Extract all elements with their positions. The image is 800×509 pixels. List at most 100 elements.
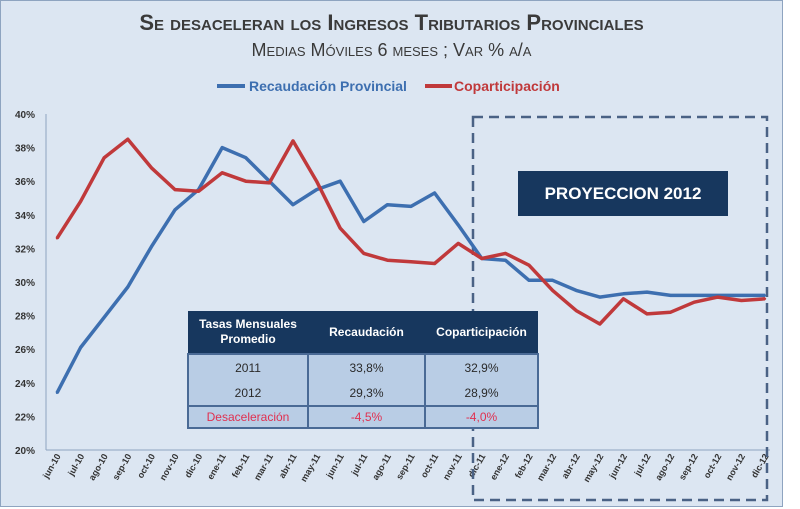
data-point: [527, 264, 531, 267]
x-tick-label: jul-11: [349, 452, 370, 478]
table-cell: -4,5%: [307, 405, 426, 429]
data-point: [221, 171, 224, 174]
data-point: [362, 252, 365, 255]
table-cell: -4,0%: [424, 405, 539, 429]
data-point: [598, 322, 601, 326]
table-row: 2012 29,3% 28,9%: [187, 380, 539, 407]
data-point: [716, 295, 719, 299]
y-tick-label: 24%: [15, 379, 35, 390]
data-point: [339, 180, 342, 183]
x-tick-label: sep-12: [677, 452, 700, 482]
x-tick-label: jul-10: [65, 452, 86, 478]
table-cell: 29,3%: [307, 380, 426, 407]
x-tick-label: nov-10: [158, 452, 181, 482]
x-tick-label: jun-10: [40, 452, 62, 481]
data-point: [315, 188, 318, 191]
table-cell: Desaceleración: [187, 405, 309, 429]
x-tick-label: sep-11: [394, 452, 417, 481]
data-point: [763, 297, 767, 300]
data-point: [457, 242, 460, 245]
y-tick-label: 30%: [15, 278, 35, 289]
x-tick-label: oct-10: [135, 452, 157, 480]
data-point: [622, 292, 625, 295]
x-tick-label: feb-12: [513, 452, 535, 480]
y-tick-label: 32%: [15, 244, 35, 255]
data-point: [103, 156, 106, 159]
x-tick-label: jun-12: [607, 452, 629, 481]
x-tick-label: mar-11: [252, 452, 275, 482]
data-point: [669, 311, 672, 314]
data-point: [150, 245, 153, 248]
x-tick-label: sep-10: [111, 452, 134, 482]
data-point: [693, 294, 696, 297]
data-point: [409, 260, 413, 264]
data-point: [173, 208, 177, 211]
data-point: [504, 252, 507, 255]
chart-title: Se desaceleran los Ingresos Tributarios …: [139, 10, 644, 35]
x-tick-label: may-12: [581, 452, 605, 484]
x-tick-label: feb-11: [230, 452, 252, 480]
data-point: [480, 257, 483, 260]
data-point: [315, 180, 318, 183]
data-point: [79, 200, 82, 203]
table-header-cell: Recaudación: [308, 311, 425, 354]
y-tick-label: 26%: [15, 345, 35, 356]
x-tick-label: jun-11: [324, 452, 346, 480]
x-tick-label: ago-10: [87, 452, 110, 482]
projection-label: PROYECCION 2012: [518, 171, 728, 216]
x-tick-label: dic-10: [183, 452, 205, 480]
x-tick-label: nov-11: [441, 452, 464, 482]
y-tick-label: 34%: [15, 211, 35, 222]
data-point: [55, 391, 59, 395]
data-point: [693, 300, 696, 304]
data-point: [339, 227, 342, 230]
data-point: [575, 289, 578, 292]
table-row-desaceleracion: Desaceleración -4,5% -4,0%: [187, 405, 539, 429]
data-point: [173, 188, 177, 191]
legend: Recaudación Provincial Coparticipación: [217, 78, 560, 94]
x-tick-label: ago-11: [370, 452, 393, 482]
data-point: [291, 203, 295, 206]
y-tick-label: 20%: [15, 446, 35, 457]
x-tick-label: oct-11: [419, 452, 441, 480]
data-point: [598, 295, 601, 299]
x-tick-label: dic-11: [466, 452, 487, 479]
data-point: [103, 316, 106, 319]
data-point: [197, 190, 200, 193]
table-header-cell: Coparticipación: [425, 311, 538, 354]
legend-label-coparticipacion: Coparticipación: [454, 78, 560, 94]
summary-table: Tasas Mensuales Promedio Recaudación Cop…: [187, 311, 539, 429]
data-point: [386, 258, 389, 262]
y-tick-label: 36%: [15, 177, 35, 188]
data-point: [551, 289, 554, 292]
series-line-coparticipacion: [55, 137, 766, 326]
x-tick-label: mar-12: [535, 452, 558, 483]
table-cell: 32,9%: [424, 353, 539, 380]
x-tick-label: abr-12: [560, 452, 582, 480]
table-cell: 33,8%: [307, 353, 426, 380]
data-point: [504, 258, 507, 262]
y-tick-label: 40%: [15, 110, 35, 121]
x-tick-label: ene-12: [488, 452, 511, 482]
x-tick-label: oct-12: [702, 452, 724, 480]
x-tick-label: jul-12: [632, 452, 653, 478]
table-header-row: Tasas Mensuales Promedio Recaudación Cop…: [188, 311, 538, 354]
table-header-cell: Tasas Mensuales Promedio: [188, 311, 308, 354]
y-tick-label: 38%: [15, 144, 35, 155]
y-tick-label: 22%: [15, 412, 35, 423]
projection-dashed-box: [471, 115, 769, 502]
table-row: 2011 33,8% 32,9%: [187, 353, 539, 380]
data-point: [433, 191, 436, 195]
x-tick-label: ago-12: [653, 452, 676, 482]
data-point: [763, 294, 767, 297]
data-point: [575, 309, 578, 312]
data-point: [126, 138, 129, 141]
x-tick-label: nov-12: [724, 452, 747, 482]
data-point: [409, 205, 413, 208]
data-point: [740, 294, 743, 297]
data-point: [622, 297, 625, 300]
x-tick-label: ene-11: [205, 452, 228, 481]
x-tick-label: abr-11: [277, 452, 299, 480]
y-tick-label: 28%: [15, 312, 35, 323]
data-point: [386, 203, 389, 206]
